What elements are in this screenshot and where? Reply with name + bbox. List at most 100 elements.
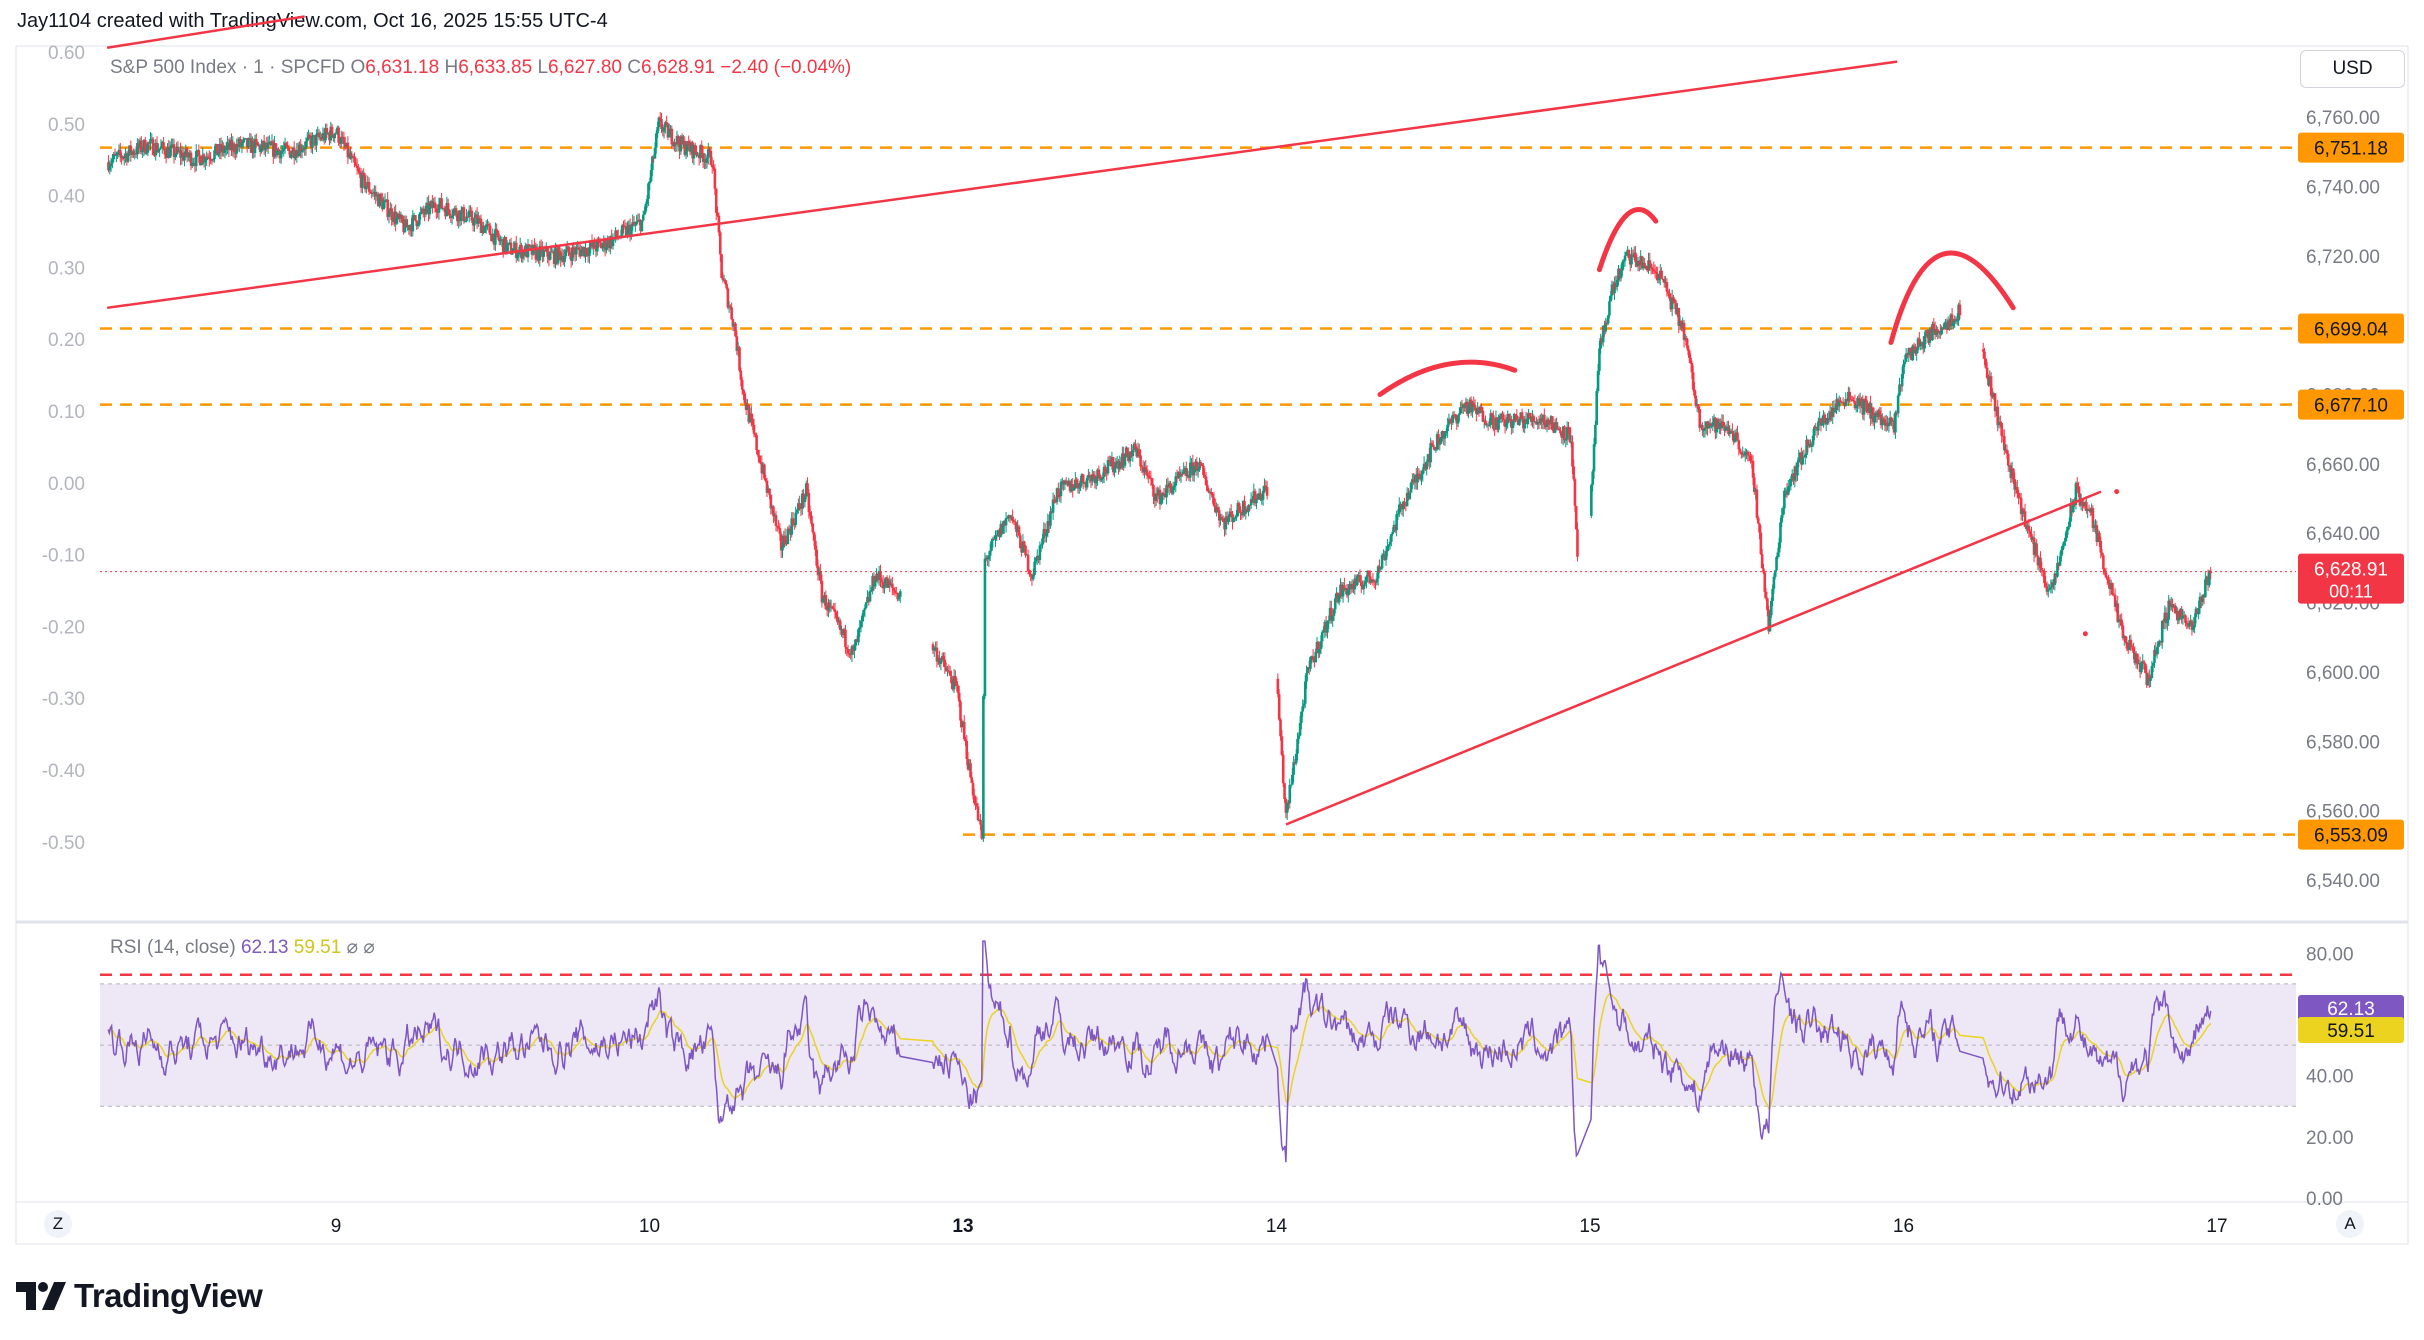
candle-body <box>1420 474 1423 480</box>
candle-body <box>2133 652 2137 664</box>
candle-body <box>1291 774 1294 785</box>
candle-body <box>980 824 984 839</box>
candle-body <box>1766 598 1769 611</box>
candle-body <box>1678 320 1682 326</box>
candle-body <box>499 240 502 242</box>
candle-body <box>1184 467 1188 476</box>
tradingview-logo: TradingView <box>16 1276 263 1316</box>
candle-body <box>2022 509 2026 512</box>
candle-body <box>379 194 383 199</box>
timezone-button[interactable]: Z <box>44 1210 72 1238</box>
candle-body <box>2070 505 2074 513</box>
candle-body <box>2094 525 2097 528</box>
candle-body <box>892 587 895 591</box>
candle-body <box>1179 473 1183 477</box>
candle-body <box>2180 609 2183 619</box>
candle-body <box>260 145 263 152</box>
candle-body <box>1779 522 1782 543</box>
candle-body <box>2176 610 2180 621</box>
candle-body <box>1775 556 1778 571</box>
candle-body <box>1527 413 1530 419</box>
candle-body <box>223 149 227 153</box>
candle-body <box>1610 284 1614 296</box>
candle-body <box>1111 457 1115 473</box>
candle-body <box>1306 667 1310 673</box>
candle-body <box>1374 581 1377 583</box>
candle-body <box>1363 581 1367 585</box>
currency-button[interactable]: USD <box>2300 50 2405 88</box>
candle-body <box>1879 414 1883 426</box>
candle-body <box>1215 507 1218 513</box>
candle-body <box>1233 517 1237 519</box>
auto-scale-button[interactable]: A <box>2336 1210 2364 1238</box>
candle-body <box>235 144 239 154</box>
candle-body <box>1614 282 1618 287</box>
candle-body <box>1944 322 1947 324</box>
candle-body <box>1929 328 1933 341</box>
candle-body <box>2119 619 2122 621</box>
candle-body <box>1221 518 1225 522</box>
candle-body <box>378 194 381 207</box>
candle-body <box>1824 423 1828 425</box>
candle-body <box>1738 449 1742 453</box>
candle-body <box>1656 273 1659 281</box>
candle-body <box>2112 594 2116 596</box>
candle-body <box>1536 422 1540 425</box>
candle-body <box>1937 331 1941 333</box>
candle-body <box>1066 482 1069 486</box>
rsi-hide-icon[interactable]: ⌀ <box>346 937 359 958</box>
candle-body <box>1931 323 1934 341</box>
candle-body <box>1638 260 1641 265</box>
percent-tick-label: -0.40 <box>42 761 85 782</box>
candle-body <box>1211 493 1214 498</box>
candle-body <box>224 146 228 150</box>
candle-body <box>556 247 560 264</box>
candle-body <box>419 212 422 215</box>
candle-body <box>270 141 274 146</box>
candle-body <box>864 602 868 608</box>
candle-body <box>623 226 627 228</box>
candle-body <box>1400 503 1404 510</box>
candle-body <box>1452 414 1456 416</box>
candle-body <box>1488 424 1491 426</box>
candle-body <box>2082 505 2086 507</box>
candle-body <box>1531 416 1534 422</box>
candle-body <box>607 239 611 248</box>
candle-body <box>844 629 847 648</box>
candle-body <box>1723 426 1726 431</box>
candle-body <box>849 654 852 656</box>
candle-body <box>1019 535 1022 549</box>
candle-body <box>1224 516 1228 530</box>
candle-body <box>1022 541 1026 546</box>
candle-body <box>1768 615 1772 632</box>
candle-body <box>1666 291 1670 294</box>
candle-body <box>164 154 168 158</box>
candle-body <box>320 137 323 140</box>
candle-body <box>375 194 379 197</box>
candle-body <box>1985 367 1989 379</box>
candle-body <box>2120 619 2123 626</box>
candle-body <box>1992 393 1996 398</box>
candle-body <box>932 648 936 651</box>
rsi-source-icon[interactable]: ⌀ <box>363 937 375 958</box>
candle-body <box>876 573 880 580</box>
candle-body <box>585 248 589 254</box>
candle-body <box>2088 509 2092 513</box>
candle-body <box>1265 486 1269 496</box>
candle-body <box>180 152 184 158</box>
candle-body <box>427 202 430 215</box>
candle-body <box>377 194 380 207</box>
candle-body <box>2164 612 2168 624</box>
candle-body <box>653 147 657 159</box>
candle-body <box>680 136 684 145</box>
candle-body <box>1467 406 1470 414</box>
candle-body <box>1770 601 1773 616</box>
candle-body <box>1639 256 1642 265</box>
candle-body <box>1092 474 1095 476</box>
candle-body <box>700 145 704 154</box>
candle-body <box>357 168 360 172</box>
candle-body <box>355 165 359 169</box>
candle-body <box>736 347 740 351</box>
candle-body <box>1882 418 1885 420</box>
